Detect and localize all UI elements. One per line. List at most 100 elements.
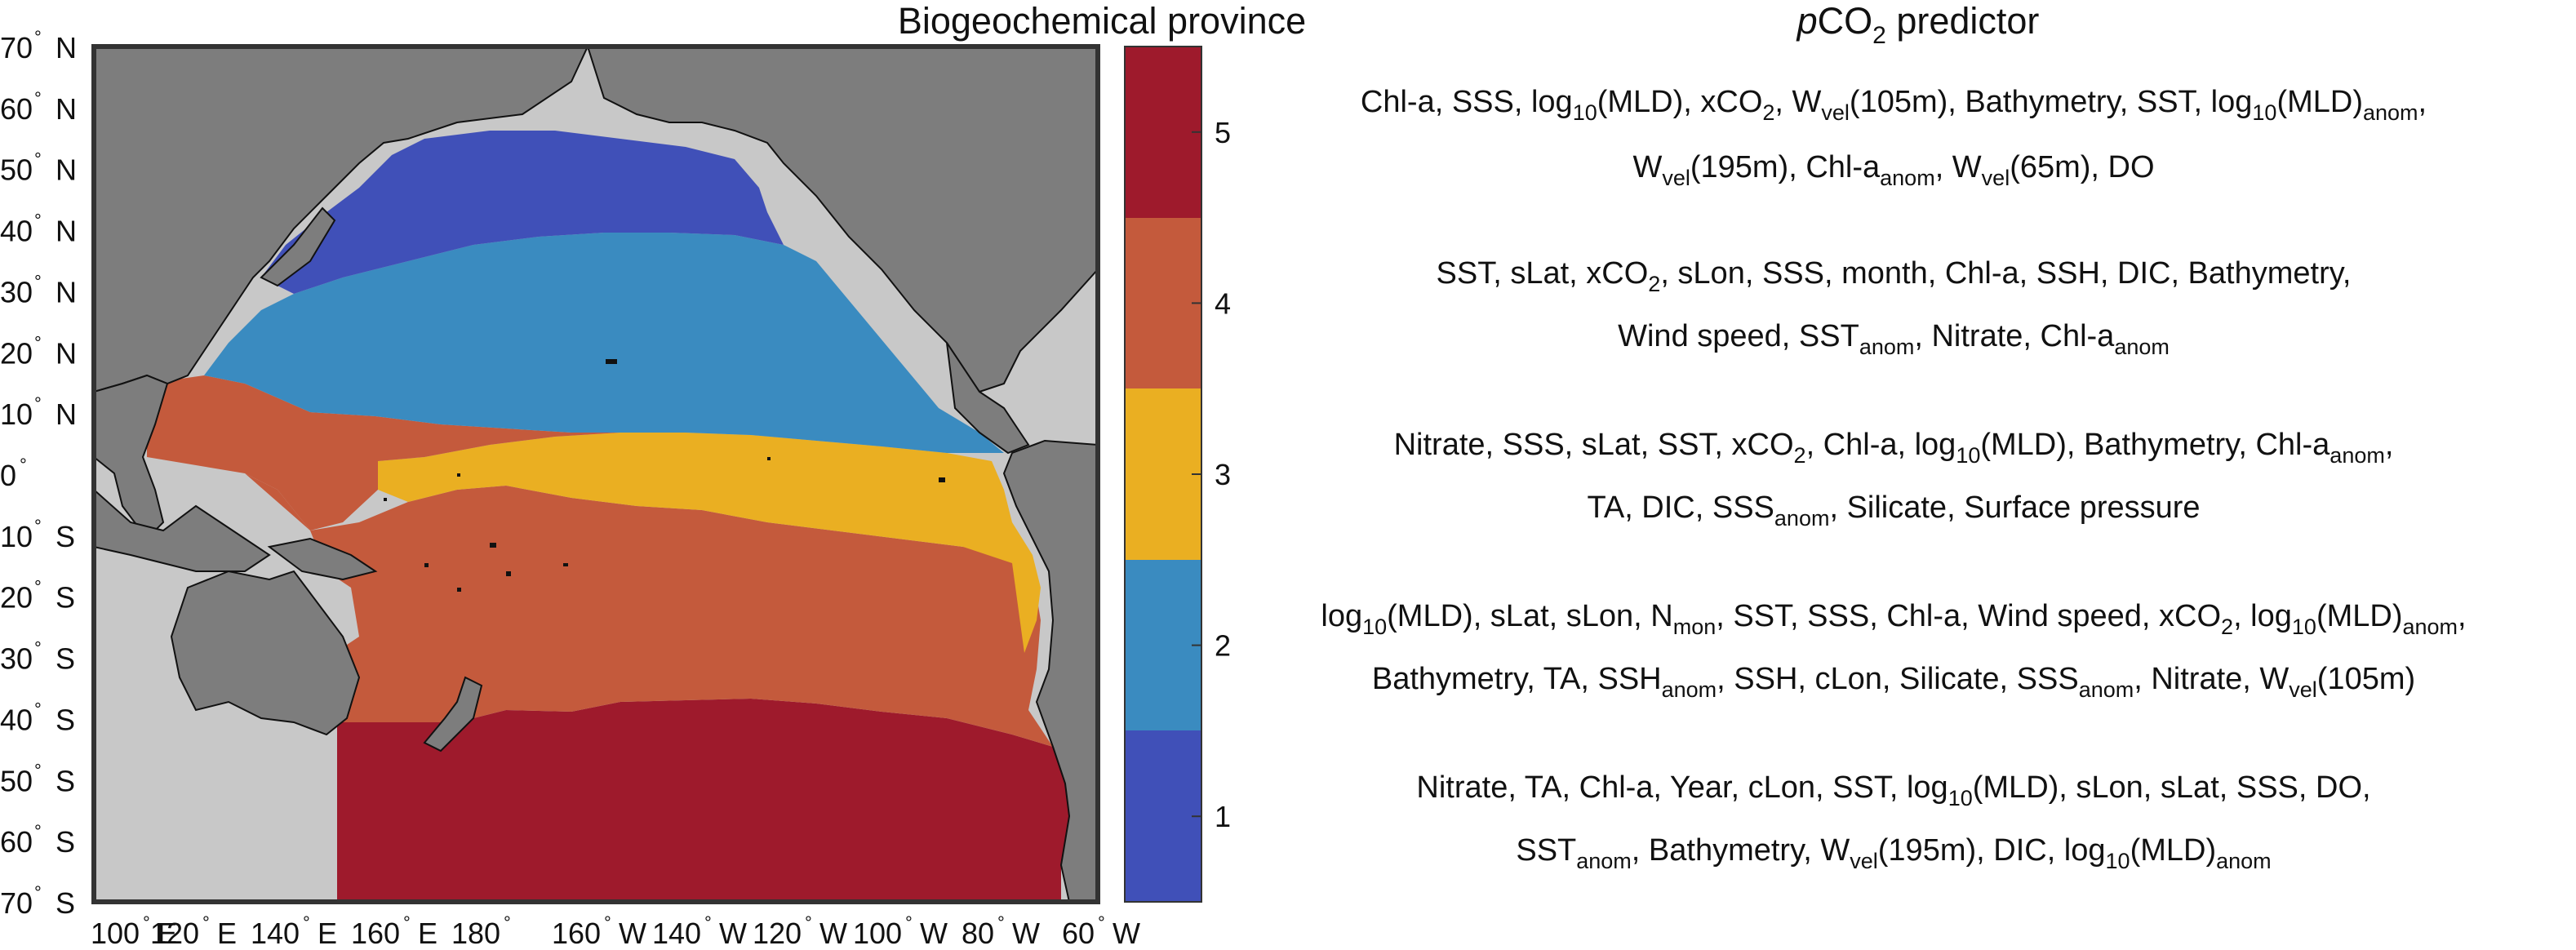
lon-label-degree-sign: ° (1098, 912, 1105, 933)
predictor-line: Chl-a, SSS, log10(MLD), xCO2, Wvel(105m)… (1216, 84, 2571, 124)
colorbar-tick-label: 1 (1215, 800, 1231, 833)
lon-label-hemisphere: W (1012, 917, 1040, 950)
predictor-text: , W (1774, 85, 1822, 119)
lat-label-hemisphere: S (56, 520, 75, 553)
predictor-text: SST (1516, 833, 1577, 868)
lat-label-degree: 60 (0, 825, 33, 859)
lat-label-degree-sign: ° (34, 638, 42, 659)
colorbar: 1 2 3 4 5 (1124, 46, 1231, 903)
lon-label-hemisphere: W (920, 917, 948, 950)
predictor-text: , log (2233, 599, 2292, 633)
predictor-text: Wind speed, SST (1618, 319, 1859, 353)
predictor-subscript: anom (2330, 443, 2385, 468)
predictor-subscript: anom (1880, 166, 1935, 190)
predictor-subscript: 10 (1956, 443, 1981, 468)
lon-label-degree: 160 (552, 917, 601, 950)
predictor-text: Bathymetry, TA, SSH (1371, 662, 1662, 696)
lon-label-degree-sign: ° (704, 912, 712, 933)
lat-label-hemisphere: N (56, 92, 77, 126)
predictor-subscript: 2 (1648, 272, 1661, 296)
lat-label-degree-sign: ° (34, 699, 42, 719)
predictor-title-rest: predictor (1885, 0, 2040, 42)
predictor-line: log10(MLD), sLat, sLon, Nmon, SST, SSS, … (1216, 598, 2571, 638)
lat-label-degree: 20 (0, 581, 33, 615)
predictor-text: , Bathymetry, W (1631, 833, 1850, 868)
lon-label-degree-sign: ° (905, 912, 913, 933)
lat-label-degree: 20 (0, 336, 33, 370)
lat-label-hemisphere: N (56, 397, 77, 431)
predictor-subscript: 10 (2105, 849, 2130, 873)
predictor-subscript: 10 (1572, 100, 1597, 125)
predictor-text: (MLD) (2316, 599, 2403, 633)
lat-label-degree: 70 (0, 31, 33, 64)
predictor-subscript: vel (1821, 100, 1850, 125)
predictor-line: TA, DIC, SSSanom, Silicate, Surface pres… (1216, 490, 2571, 530)
predictor-subscript: anom (2216, 849, 2272, 873)
lat-label-hemisphere: S (56, 886, 75, 920)
lon-label-hemisphere: E (158, 917, 177, 950)
lat-label-degree-sign: ° (34, 88, 42, 109)
predictor-subscript: 10 (2252, 100, 2277, 125)
lon-label-degree-sign: ° (805, 912, 812, 933)
predictor-text: , (2384, 428, 2394, 462)
province-1-region (261, 131, 784, 294)
province-5-region (337, 699, 1069, 902)
lat-label-degree: 0 (0, 459, 16, 492)
colorbar-tick-label: 2 (1215, 629, 1231, 663)
lat-label-degree-sign: ° (34, 516, 42, 536)
lat-label-degree: 60 (0, 92, 33, 126)
lat-label-degree-sign: ° (34, 332, 42, 353)
predictor-text: , SST, SSS, Chl-a, Wind speed, xCO (1716, 599, 2222, 633)
lon-label-degree: 160 (351, 917, 400, 950)
lon-label-hemisphere: W (619, 917, 646, 950)
japan-island (260, 206, 336, 287)
indochina-landmass (94, 374, 169, 540)
lon-label-hemisphere: W (719, 917, 747, 950)
lon-label-degree: 180 (451, 917, 500, 950)
predictor-subscript: 10 (1362, 615, 1388, 639)
south-america-landmass (1002, 439, 1098, 902)
predictor-text: (MLD), sLon, sLat, SSS, DO, (1972, 770, 2371, 805)
lon-label-degree-sign: ° (303, 912, 310, 933)
predictor-subscript: anom (2078, 677, 2134, 702)
predictor-text: Nitrate, TA, Chl-a, Year, cLon, SST, log (1416, 770, 1948, 805)
predictor-subscript: mon (1672, 615, 1717, 639)
lon-label-degree-sign: ° (202, 912, 210, 933)
colorbar-tick-label: 4 (1215, 286, 1231, 320)
predictor-text: , Nitrate, W (2134, 662, 2290, 696)
lat-label-degree: 50 (0, 153, 33, 187)
predictor-subscript: anom (2402, 615, 2458, 639)
predictor-text: Chl-a, SSS, log (1360, 85, 1573, 119)
lat-label-degree: 50 (0, 764, 33, 797)
lat-label-degree-sign: ° (20, 455, 27, 475)
province-2-region (204, 233, 1004, 453)
colorbar-segment-4 (1125, 218, 1201, 388)
predictor-text: , sLon, SSS, month, Chl-a, SSH, DIC, Bat… (1660, 256, 2352, 291)
colorbar-tick-label: 5 (1215, 116, 1231, 149)
predictor-title-italic: p (1797, 0, 1818, 42)
predictor-subscript: anom (2114, 335, 2170, 359)
lon-label-hemisphere: E (318, 917, 337, 950)
lat-label-degree-sign: ° (34, 393, 42, 414)
colorbar-segment-3 (1125, 388, 1201, 560)
lon-label-degree: 80 (962, 917, 994, 950)
predictor-subscript: 10 (2291, 615, 2316, 639)
predictor-subscript: 2 (1793, 443, 1806, 468)
lat-label-degree-sign: ° (34, 211, 42, 231)
predictor-text: (MLD) (2276, 85, 2363, 119)
predictor-line: Bathymetry, TA, SSHanom, SSH, cLon, Sili… (1216, 661, 2571, 701)
predictor-line: Nitrate, TA, Chl-a, Year, cLon, SST, log… (1216, 770, 2571, 810)
lat-label-degree: 40 (0, 215, 33, 248)
lat-label-degree-sign: ° (34, 149, 42, 170)
lon-label-degree: 140 (652, 917, 701, 950)
maritime-continent (94, 488, 271, 572)
lat-label-degree-sign: ° (34, 577, 42, 597)
lon-label-degree: 140 (251, 917, 300, 950)
predictor-text: (MLD), Bathymetry, Chl-a (1980, 428, 2330, 462)
lat-label-degree-sign: ° (34, 821, 42, 841)
lat-label-hemisphere: S (56, 825, 75, 859)
colorbar-tick-label: 3 (1215, 458, 1231, 491)
lon-label-degree-sign: ° (504, 912, 511, 933)
